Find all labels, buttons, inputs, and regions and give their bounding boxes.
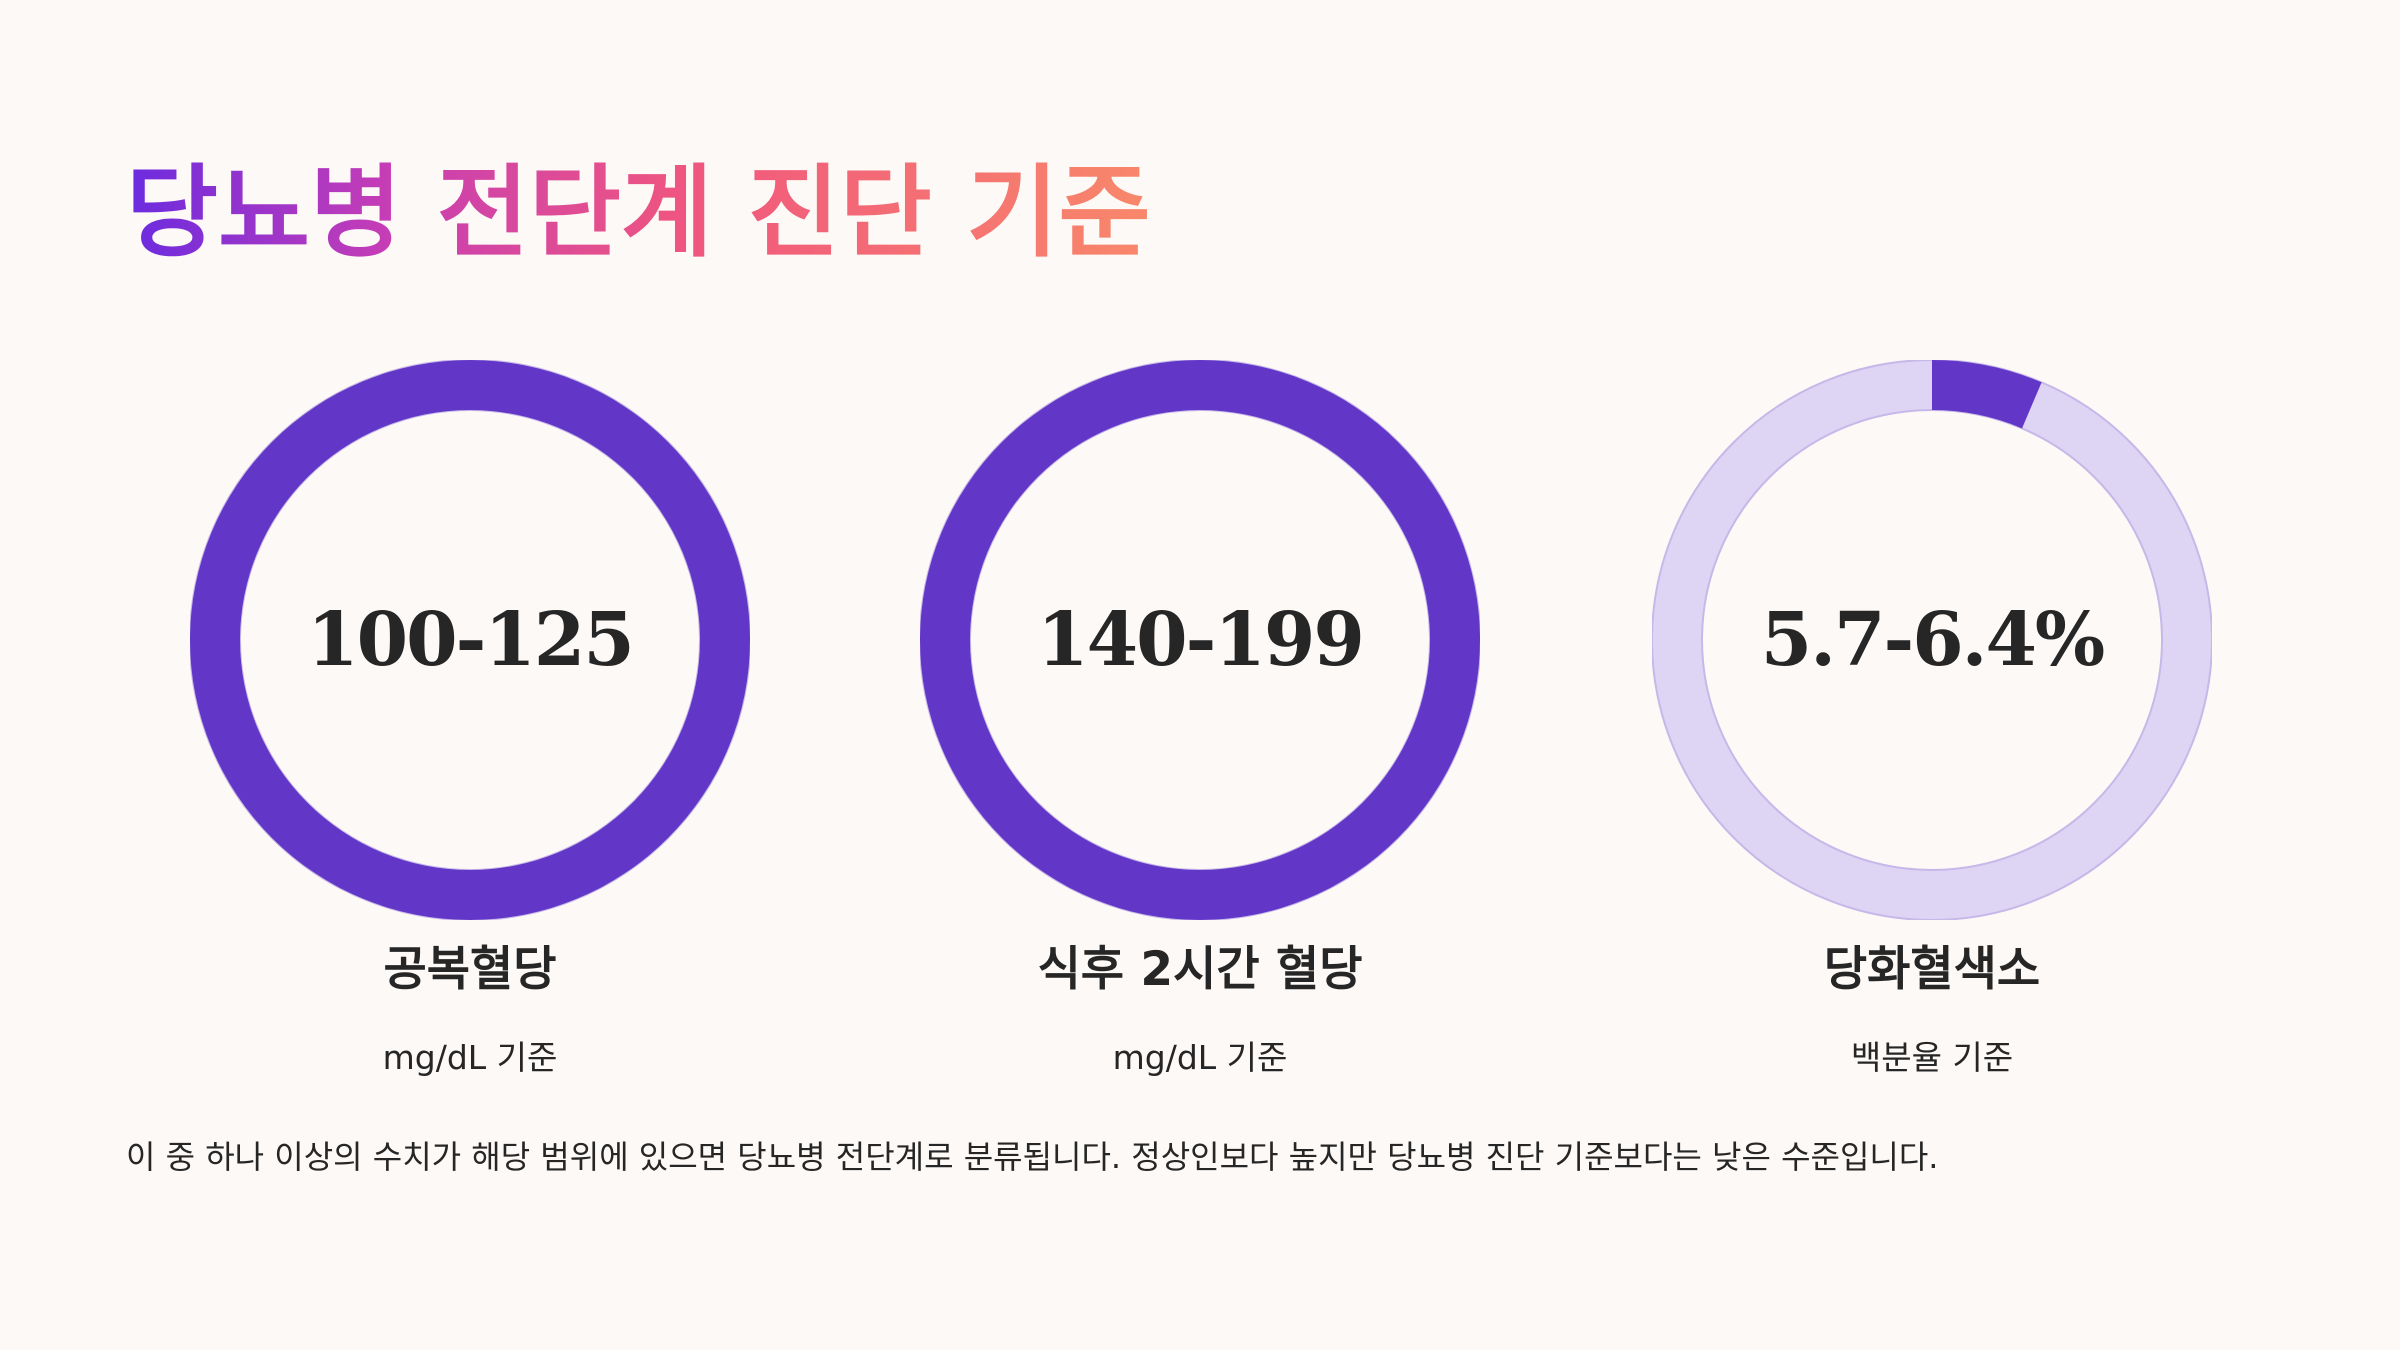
ring-track — [1652, 360, 2212, 920]
progress-ring — [920, 360, 1480, 920]
metric-value: 140-199 — [1037, 597, 1365, 683]
metric-unit: mg/dL 기준 — [1112, 1038, 1288, 1077]
page-title: 당뇨병 전단계 진단 기준 — [126, 148, 1150, 278]
metric-value: 100-125 — [307, 597, 635, 683]
metric-label: 당화혈색소 — [1823, 942, 2041, 997]
metric-card-fasting-glucose: 100-125 공복혈당 mg/dL 기준 — [190, 360, 750, 1100]
metric-value: 5.7-6.4% — [1760, 597, 2106, 683]
progress-ring — [1652, 360, 2212, 920]
metric-card-postprandial-glucose: 140-199 식후 2시간 혈당 mg/dL 기준 — [920, 360, 1480, 1100]
footer-note: 이 중 하나 이상의 수치가 해당 범위에 있으면 당뇨병 전단계로 분류됩니다… — [126, 1138, 1939, 1176]
ring-progress — [1932, 360, 2042, 429]
metric-unit: mg/dL 기준 — [382, 1038, 558, 1077]
metric-unit: 백분율 기준 — [1850, 1038, 2014, 1077]
metric-card-hba1c: 5.7-6.4% 당화혈색소 백분율 기준 — [1652, 360, 2212, 1100]
metric-label: 공복혈당 — [383, 942, 557, 997]
progress-ring — [190, 360, 750, 920]
metric-label: 식후 2시간 혈당 — [1037, 942, 1363, 997]
